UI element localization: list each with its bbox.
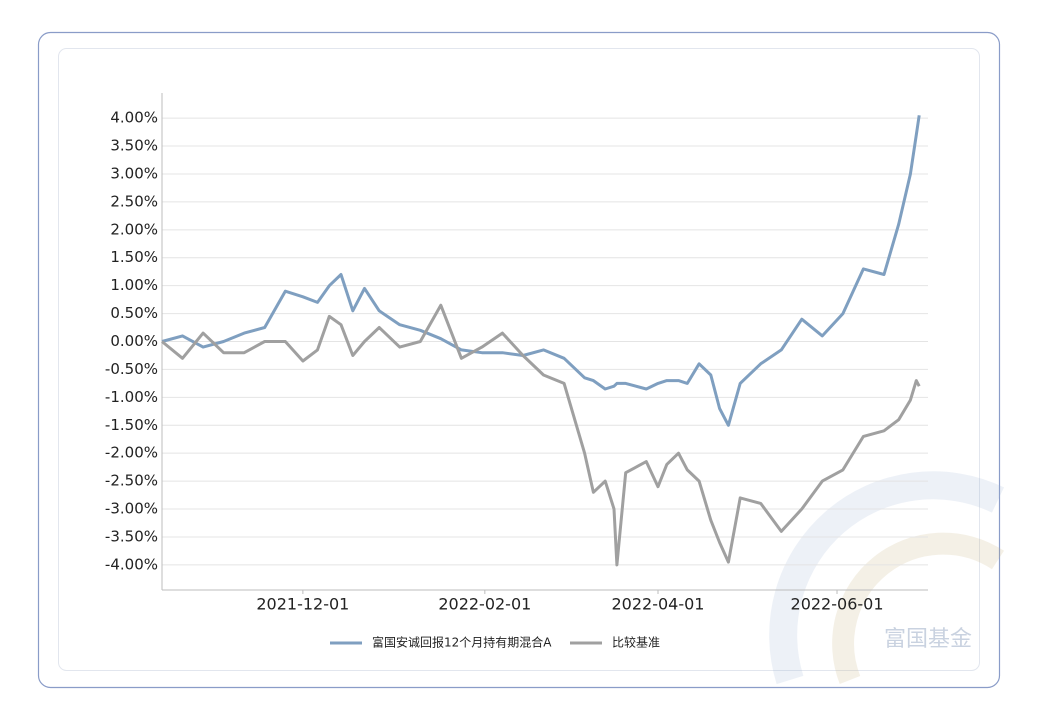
x-tick-label: 2021-12-01 (256, 595, 349, 614)
x-tick-label: 2022-02-01 (438, 595, 531, 614)
y-tick-label: 4.00% (110, 109, 158, 127)
y-tick-label: -4.00% (105, 555, 158, 573)
legend-label: 比较基准 (612, 635, 660, 650)
legend-label: 富国安诚回报12个月持有期混合A (372, 635, 552, 650)
y-tick-label: -1.50% (105, 416, 158, 434)
y-tick-label: -1.00% (105, 388, 158, 406)
y-tick-label: 3.00% (110, 164, 158, 182)
y-tick-label: -3.00% (105, 500, 158, 518)
series-line (161, 303, 921, 567)
inner-card (58, 48, 980, 671)
series-line (161, 115, 921, 427)
y-tick-label: 2.00% (110, 220, 158, 238)
y-tick-label: 2.50% (110, 192, 158, 210)
y-tick-label: -3.50% (105, 527, 158, 545)
y-tick-label: 1.50% (110, 248, 158, 266)
x-tick-label: 2022-06-01 (791, 595, 884, 614)
watermark: 富国基金 (884, 627, 972, 652)
y-tick-label: -2.50% (105, 472, 158, 490)
watermark-logo (769, 471, 1005, 685)
y-tick-label: 0.50% (110, 304, 158, 322)
y-tick-label: 3.50% (110, 137, 158, 155)
y-tick-label: -2.00% (105, 444, 158, 462)
y-tick-label: 1.00% (110, 276, 158, 294)
x-tick-label: 2022-04-01 (612, 595, 705, 614)
y-tick-label: 0.00% (110, 332, 158, 350)
y-tick-label: -0.50% (105, 360, 158, 378)
